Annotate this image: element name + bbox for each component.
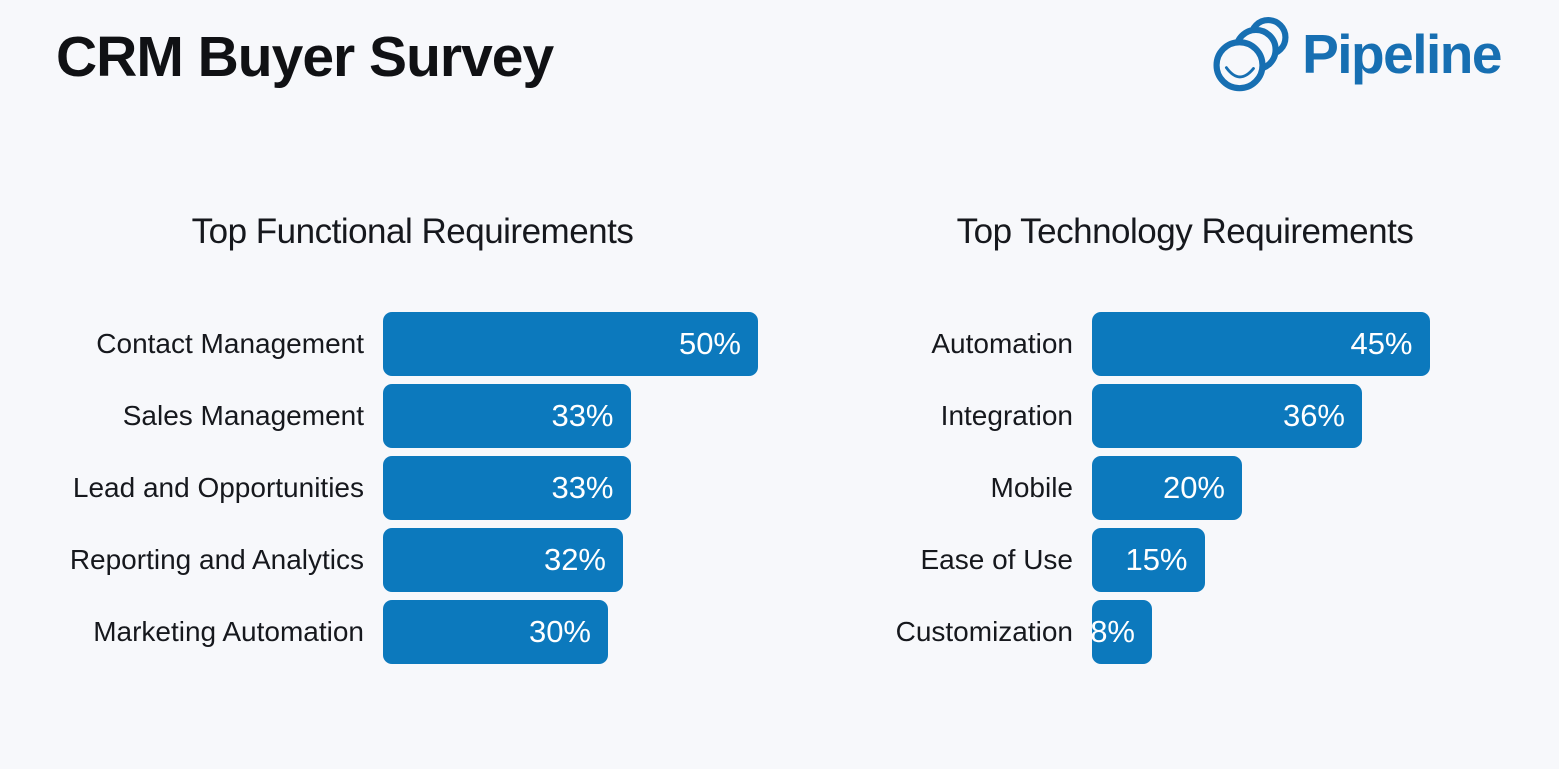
bar: 33% [383, 384, 631, 448]
bar-row: Customization 8% [865, 600, 1505, 664]
bar-value-label: 30% [528, 614, 591, 649]
bar: 8% [1090, 600, 1152, 664]
category-label: Contact Management [96, 328, 364, 359]
bar-row: Automation 45% [865, 312, 1505, 376]
bar-value-label: 36% [1282, 398, 1345, 433]
chart-technology-requirements: Top Technology Requirements Automation 45… [865, 212, 1505, 672]
category-label: Marketing Automation [93, 616, 364, 647]
bar-value-label: 33% [551, 470, 614, 505]
page-title: CRM Buyer Survey [56, 25, 554, 89]
category-label: Sales Management [122, 400, 364, 431]
bar-row: Contact Management 50% [60, 312, 765, 376]
bar: 32% [383, 528, 623, 592]
category-label: Ease of Use [920, 544, 1073, 575]
bar-value-label: 8% [1090, 614, 1135, 649]
bar-value-label: 32% [543, 542, 606, 577]
category-label: Lead and Opportunities [72, 472, 364, 503]
bar: 20% [1092, 456, 1242, 520]
bar-row: Integration 36% [865, 384, 1505, 448]
brand-wordmark: Pipeline [1302, 22, 1502, 85]
chart-title-functional: Top Functional Requirements [191, 212, 634, 251]
category-label: Reporting and Analytics [69, 544, 364, 575]
bar: 15% [1092, 528, 1205, 592]
bar: 45% [1092, 312, 1430, 376]
bar: 36% [1092, 384, 1362, 448]
bar-row: Sales Management 33% [60, 384, 765, 448]
bar-row: Mobile 20% [865, 456, 1505, 520]
bar-row: Marketing Automation 30% [60, 600, 765, 664]
bar-value-label: 33% [551, 398, 614, 433]
category-label: Integration [940, 400, 1073, 431]
bar: 33% [383, 456, 631, 520]
bar-rows-functional: Contact Management 50% Sales Management 33%… [60, 312, 765, 664]
bar-rows-technology: Automation 45% Integration 36% Mobile 20% Ease… [865, 312, 1505, 664]
bar-row: Reporting and Analytics 32% [60, 528, 765, 592]
bar-row: Lead and Opportunities 33% [60, 456, 765, 520]
bar-value-label: 20% [1162, 470, 1225, 505]
category-label: Customization [895, 616, 1073, 647]
category-label: Mobile [990, 472, 1073, 503]
charts-section: Top Functional Requirements Contact Mana… [0, 212, 1559, 672]
bar-value-label: 45% [1350, 326, 1413, 361]
chart-title-technology: Top Technology Requirements [956, 212, 1414, 251]
bar-value-label: 15% [1125, 542, 1188, 577]
bar-row: Ease of Use 15% [865, 528, 1505, 592]
pipeline-rings-icon [1213, 17, 1289, 92]
bar: 30% [383, 600, 608, 664]
chart-functional-requirements: Top Functional Requirements Contact Mana… [60, 212, 765, 672]
bar: 50% [383, 312, 758, 376]
bar-value-label: 50% [678, 326, 741, 361]
brand-logo: Pipeline [1210, 16, 1502, 98]
category-label: Automation [931, 328, 1073, 359]
header: CRM Buyer Survey Pipeline [0, 0, 1559, 100]
